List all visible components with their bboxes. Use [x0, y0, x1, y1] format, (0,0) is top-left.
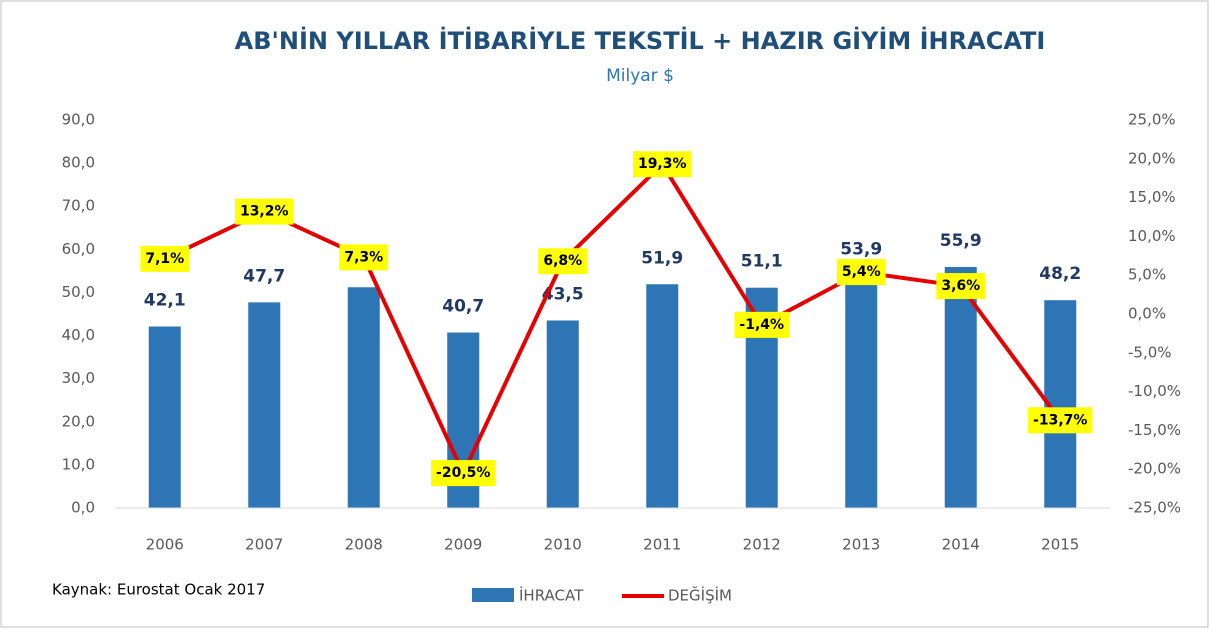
- bar-value-label: 51,9: [641, 248, 683, 268]
- y-tick-label: 40,0: [62, 326, 95, 344]
- line-value-label: 6,8%: [543, 253, 582, 269]
- bar-value-label: 43,5: [542, 284, 584, 304]
- y-tick-label: 30,0: [62, 369, 95, 387]
- x-tick-label: 2011: [643, 536, 681, 554]
- x-tick-label: 2006: [146, 536, 184, 554]
- y2-tick-label: 10,0%: [1128, 227, 1176, 245]
- line-value-label: -13,7%: [1033, 412, 1087, 428]
- y-tick-label: 90,0: [62, 111, 95, 129]
- y-tick-label: 70,0: [62, 197, 95, 215]
- line-label-box: [836, 259, 886, 286]
- bar-value-label: 53,9: [840, 240, 882, 260]
- legend-label: İHRACAT: [519, 586, 584, 605]
- x-tick-label: 2015: [1041, 536, 1079, 554]
- line: [163, 162, 1062, 476]
- y2-tick-label: 15,0%: [1128, 188, 1176, 206]
- line-value-label: 5,4%: [842, 264, 881, 280]
- bar-value-label: 47,7: [243, 266, 285, 286]
- bar: [248, 302, 281, 508]
- y-tick-label: 60,0: [62, 240, 95, 258]
- y2-tick-label: 25,0%: [1128, 111, 1176, 129]
- line-label-box: [1028, 407, 1093, 434]
- bar-value-label: 42,1: [144, 291, 186, 311]
- bar: [845, 275, 878, 508]
- x-tick-label: 2010: [544, 536, 582, 554]
- x-tick-label: 2014: [942, 536, 980, 554]
- bar-value-label: 40,7: [442, 297, 484, 317]
- line-value-label: 7,3%: [344, 249, 383, 265]
- line-value-label: -20,5%: [436, 465, 490, 481]
- line-value-label: 13,2%: [240, 204, 289, 220]
- line-label-box: [538, 248, 588, 275]
- y-tick-label: 50,0: [62, 283, 95, 301]
- line-label-box: [936, 273, 986, 300]
- legend-label: DEĞİŞİM: [668, 586, 732, 605]
- x-tick-label: 2012: [743, 536, 781, 554]
- y2-tick-label: 0,0%: [1128, 305, 1166, 323]
- line-label-box: [234, 198, 294, 225]
- bar: [646, 284, 679, 508]
- line-label-box: [734, 311, 790, 338]
- y2-tick-label: -15,0%: [1128, 421, 1181, 439]
- line-value-label: 7,1%: [145, 251, 184, 267]
- line-label-box: [632, 151, 692, 178]
- y-tick-label: 10,0: [62, 455, 95, 473]
- y2-tick-label: 20,0%: [1128, 149, 1176, 167]
- line-label-box: [140, 245, 190, 272]
- y2-tick-label: 5,0%: [1128, 266, 1166, 284]
- line-value-label: 19,3%: [638, 156, 687, 172]
- line-value-label: -1,4%: [739, 317, 784, 333]
- y-tick-label: 20,0: [62, 412, 95, 430]
- x-tick-label: 2007: [245, 536, 283, 554]
- bar-value-label: 55,9: [940, 231, 982, 251]
- line-value-label: 3,6%: [941, 278, 980, 294]
- line-label-box: [339, 244, 389, 271]
- bar-value-label: 51,1: [741, 252, 783, 272]
- x-tick-label: 2013: [842, 536, 880, 554]
- chart-subtitle: Milyar $: [606, 66, 674, 86]
- bar-value-label: 48,2: [1039, 264, 1081, 284]
- y2-tick-label: -5,0%: [1128, 343, 1172, 361]
- x-tick-label: 2009: [444, 536, 482, 554]
- y2-tick-label: -20,0%: [1128, 460, 1181, 478]
- y2-tick-label: -25,0%: [1128, 499, 1181, 517]
- bar: [347, 287, 380, 508]
- bar: [148, 326, 181, 508]
- source-note: Kaynak: Eurostat Ocak 2017: [52, 581, 265, 599]
- legend-swatch: [472, 588, 514, 602]
- y-tick-label: 0,0: [71, 499, 95, 517]
- line-label-box: [431, 460, 496, 487]
- x-tick-label: 2008: [345, 536, 383, 554]
- bar: [546, 320, 579, 508]
- y-tick-label: 80,0: [62, 154, 95, 172]
- chart-title: AB'NİN YILLAR İTİBARİYLE TEKSTİL + HAZIR…: [235, 26, 1046, 55]
- bar: [944, 267, 977, 508]
- y2-tick-label: -10,0%: [1128, 382, 1181, 400]
